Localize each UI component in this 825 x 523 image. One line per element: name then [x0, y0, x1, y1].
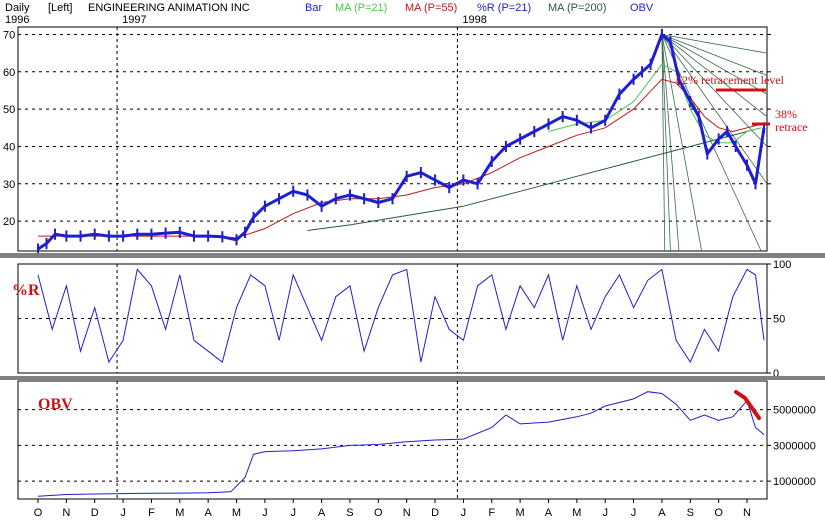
y-tick-label: 50 [773, 314, 785, 326]
x-tick-label: D [91, 507, 99, 519]
fan-line [661, 34, 768, 54]
panel-frame [17, 380, 768, 500]
y-tick-label: 100 [773, 259, 791, 271]
panel-divider [0, 253, 825, 258]
pctr-panel: 0 50 100 [0, 259, 825, 380]
x-tick-label: S [346, 507, 353, 519]
series-line [38, 78, 762, 239]
obv-panel: 1000000 3000000 5000000 [17, 380, 816, 500]
x-tick-label: F [148, 507, 155, 519]
fan-line [661, 34, 762, 252]
x-tick-label: M [175, 507, 184, 519]
company-name: ENGINEERING ANIMATION INC [88, 2, 250, 14]
x-tick-label: J [290, 507, 296, 519]
x-tick-label: J [631, 507, 637, 519]
pctr-panel-title: %R [12, 282, 40, 299]
x-tick-label: A [658, 507, 666, 519]
x-tick-label: M [232, 507, 241, 519]
legend-item: %R (P=21) [477, 2, 531, 14]
x-tick-label: A [545, 507, 553, 519]
x-tick-label: M [516, 507, 525, 519]
fib62-annotation: 62% retracement level [676, 73, 785, 87]
y-tick-label: 50 [3, 104, 15, 116]
obv-panel-title: OBV [38, 396, 73, 413]
x-tick-label: J [120, 507, 126, 519]
x-tick-label: J [602, 507, 608, 519]
price-panel: 20 30 40 50 60 70 [0, 26, 825, 258]
y-tick-label: 1000000 [773, 476, 816, 488]
x-tick-label: O [714, 507, 723, 519]
y-tick-label: 30 [3, 179, 15, 191]
x-tick-label: D [431, 507, 439, 519]
y-tick-label: 70 [3, 29, 15, 41]
x-tick-label: O [374, 507, 383, 519]
fan-line [661, 34, 768, 185]
year-label: 1998 [462, 14, 486, 26]
fib38-annotation-line2: retrace [775, 120, 808, 134]
fan-line [661, 34, 680, 252]
y-tick-label: 5000000 [773, 405, 816, 417]
x-tick-label: A [204, 507, 212, 519]
legend-item: MA (P=55) [405, 2, 457, 14]
panel-frame [17, 26, 768, 252]
y-tick-label: 20 [3, 216, 15, 228]
x-tick-label: N [403, 507, 411, 519]
year-labels: 1996 1997 1998 [5, 14, 487, 26]
x-tick-label: N [743, 507, 751, 519]
legend-item: MA (P=200) [548, 2, 606, 14]
y-tick-label: 3000000 [773, 440, 816, 452]
scale-side-label: [Left] [48, 2, 72, 14]
series-line [37, 391, 765, 497]
legend-item: MA (P=21) [335, 2, 387, 14]
legend: Bar MA (P=21) MA (P=55) %R (P=21) MA (P=200)… [305, 2, 654, 14]
fan-line [661, 34, 768, 76]
x-tick-label: J [262, 507, 268, 519]
x-tick-label: J [461, 507, 467, 519]
x-tick-label: M [572, 507, 581, 519]
x-tick-label: O [34, 507, 43, 519]
x-tick-label: F [488, 507, 495, 519]
series-line [307, 127, 762, 231]
obv-downtrend-arrow [734, 390, 761, 420]
period-label: Daily [5, 2, 30, 14]
legend-item: OBV [630, 2, 654, 14]
fan-line [661, 34, 666, 252]
fan-line [661, 34, 703, 252]
fan-line [661, 34, 768, 147]
y-tick-label: 60 [3, 67, 15, 79]
year-label: 1997 [122, 14, 146, 26]
fib38-annotation-line1: 38% [775, 107, 797, 121]
y-tick-label: 40 [3, 141, 15, 153]
panel-divider [0, 376, 825, 380]
y-tick-label: 0 [773, 368, 779, 380]
year-label: 1996 [5, 14, 29, 26]
series-line [37, 268, 765, 364]
fan-line [661, 34, 671, 252]
x-tick-label: N [62, 507, 70, 519]
fan-line [661, 34, 768, 117]
fan-line [661, 34, 768, 95]
legend-item: Bar [305, 2, 322, 14]
x-tick-label: A [318, 507, 326, 519]
x-tick-label: S [687, 507, 694, 519]
